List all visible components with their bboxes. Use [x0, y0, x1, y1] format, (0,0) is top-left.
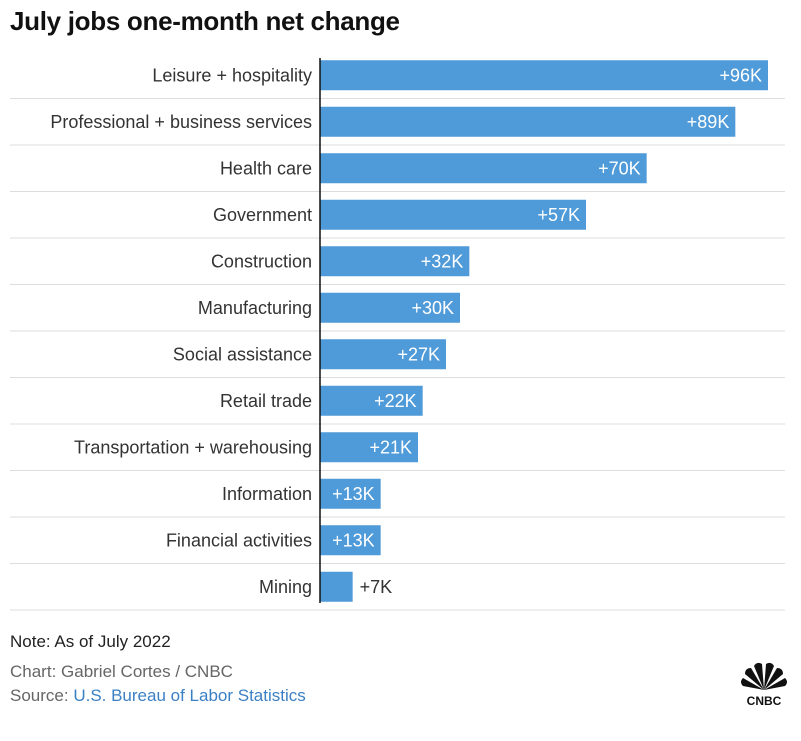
category-label: Health care — [220, 158, 312, 178]
bar-chart: Leisure + hospitality +96K Professional + … — [10, 58, 785, 611]
bar — [320, 292, 460, 323]
svg-text:CNBC: CNBC — [747, 694, 782, 708]
value-label: +27K — [397, 344, 440, 364]
value-label: +21K — [369, 437, 412, 457]
value-label: +57K — [537, 205, 580, 225]
chart-credit: Chart: Gabriel Cortes / CNBC — [10, 662, 233, 681]
category-label: Retail trade — [220, 391, 312, 411]
bar — [320, 478, 381, 509]
bar — [320, 385, 423, 416]
bar — [320, 432, 418, 463]
source-link[interactable]: U.S. Bureau of Labor Statistics — [73, 686, 306, 705]
value-label: +13K — [332, 484, 375, 504]
category-label: Financial activities — [166, 530, 312, 550]
value-label: +89K — [687, 112, 730, 132]
value-label: +7K — [360, 577, 393, 597]
chart-source: Source: U.S. Bureau of Labor Statistics — [10, 686, 306, 706]
cnbc-logo: CNBC — [741, 662, 787, 708]
bar — [320, 246, 470, 277]
bar — [320, 106, 736, 137]
value-label: +70K — [598, 158, 641, 178]
category-label: Construction — [211, 251, 312, 271]
category-label: Social assistance — [173, 344, 312, 364]
category-label: Mining — [259, 577, 312, 597]
category-label: Professional + business services — [50, 112, 312, 132]
chart-note: Note: As of July 2022 — [10, 632, 171, 651]
value-label: +22K — [374, 391, 417, 411]
value-label: +96K — [719, 65, 762, 85]
category-label: Transportation + warehousing — [74, 437, 312, 457]
category-label: Leisure + hospitality — [152, 65, 312, 85]
value-label: +30K — [411, 298, 454, 318]
chart-title: July jobs one-month net change — [10, 6, 400, 36]
bar — [320, 339, 446, 370]
value-label: +13K — [332, 530, 375, 550]
bar — [320, 199, 586, 230]
value-label: +32K — [421, 251, 464, 271]
bar — [320, 60, 768, 91]
category-label: Government — [213, 205, 312, 225]
bar — [320, 153, 647, 184]
bar — [320, 571, 353, 602]
category-label: Information — [222, 484, 312, 504]
source-prefix: Source: — [10, 686, 74, 705]
category-label: Manufacturing — [198, 298, 312, 318]
bar — [320, 525, 381, 556]
